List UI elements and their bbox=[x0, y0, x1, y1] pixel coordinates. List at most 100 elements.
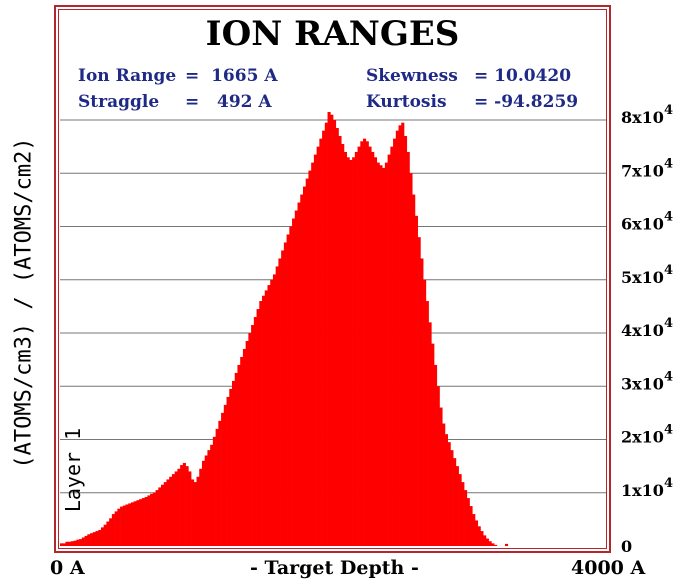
histogram-bar bbox=[188, 471, 192, 546]
histogram-bar bbox=[403, 135, 408, 546]
histogram-bar bbox=[447, 442, 451, 546]
histogram-bar bbox=[139, 499, 143, 546]
y-tick-label: 8x104 bbox=[621, 103, 673, 127]
histogram-bar bbox=[414, 215, 418, 546]
histogram-bar bbox=[130, 502, 135, 546]
histogram-bar bbox=[65, 541, 69, 546]
histogram-bar bbox=[316, 146, 320, 547]
histogram-bar bbox=[223, 404, 227, 546]
histogram-bar bbox=[483, 535, 487, 546]
histogram-bar bbox=[174, 471, 178, 546]
histogram-bar bbox=[464, 490, 468, 546]
histogram-bar bbox=[226, 396, 230, 546]
histogram-bar bbox=[177, 468, 181, 546]
histogram-bar bbox=[324, 122, 328, 546]
histogram-bar bbox=[218, 420, 222, 546]
y-tick-label: 3x104 bbox=[621, 369, 673, 393]
histogram-bar bbox=[371, 151, 375, 546]
histogram-bar bbox=[333, 120, 337, 546]
y-axis-label-text: (ATOMS/cm3) / (ATOMS/cm2) bbox=[11, 136, 37, 469]
histogram-bar bbox=[122, 505, 126, 546]
histogram-bar bbox=[491, 543, 495, 546]
histogram-bar bbox=[319, 138, 323, 546]
histogram-bar bbox=[322, 130, 326, 546]
histogram-bar bbox=[300, 194, 304, 547]
histogram-bar bbox=[267, 285, 271, 546]
chart-frame-outer bbox=[54, 5, 611, 553]
histogram-bar bbox=[390, 146, 394, 547]
histogram-bar bbox=[346, 157, 350, 546]
y-tick-label: 6x104 bbox=[621, 210, 673, 234]
histogram-bar bbox=[376, 162, 380, 546]
histogram-bar bbox=[398, 125, 402, 546]
histogram-bar bbox=[264, 290, 268, 546]
histogram-bar bbox=[199, 468, 203, 546]
histogram-bar bbox=[114, 511, 118, 546]
histogram-bar bbox=[253, 317, 257, 546]
histogram-bar bbox=[210, 444, 214, 546]
histogram-bar bbox=[275, 266, 279, 546]
histogram-bar bbox=[212, 436, 216, 546]
histogram-bar bbox=[401, 122, 405, 546]
histogram-bar bbox=[180, 465, 184, 546]
histogram-bar bbox=[349, 159, 353, 546]
histogram-bar bbox=[504, 543, 509, 546]
histogram-bar bbox=[231, 380, 236, 546]
histogram-bar bbox=[302, 186, 307, 546]
histogram-bar bbox=[92, 532, 96, 546]
histogram-bar bbox=[466, 498, 470, 546]
histogram-bar bbox=[68, 541, 72, 546]
skewness-value: = 10.0420 bbox=[474, 66, 572, 86]
histogram-bar bbox=[453, 458, 457, 546]
layer-annotation: Layer 1 bbox=[58, 410, 88, 530]
chart-frame-inner bbox=[58, 9, 607, 549]
histogram-bar bbox=[234, 372, 238, 546]
histogram-bar bbox=[352, 157, 356, 546]
histogram-bar bbox=[62, 543, 66, 546]
histogram-bar bbox=[169, 476, 173, 546]
histogram-bar bbox=[379, 165, 383, 546]
histogram-bar bbox=[431, 343, 435, 546]
histogram-bar bbox=[120, 506, 124, 546]
y-tick-label: 1x104 bbox=[621, 476, 673, 500]
histogram-bar bbox=[450, 450, 454, 546]
histogram-bar bbox=[442, 423, 446, 546]
histogram-bar bbox=[152, 492, 156, 546]
histogram-bar bbox=[125, 504, 129, 546]
histogram-bar bbox=[79, 539, 83, 546]
histogram-bar bbox=[485, 538, 489, 546]
histogram-bar bbox=[117, 508, 121, 546]
histogram-bar bbox=[259, 301, 263, 546]
histogram-bar bbox=[144, 497, 148, 546]
histogram-bar bbox=[387, 154, 391, 547]
histogram-bar bbox=[270, 279, 274, 546]
histogram-bar bbox=[335, 127, 339, 547]
histogram-bar bbox=[281, 250, 285, 546]
histogram-bar bbox=[477, 526, 481, 546]
histogram-bar bbox=[221, 412, 225, 547]
x-max-label: 4000 A bbox=[571, 557, 646, 579]
histogram-bar bbox=[87, 534, 91, 546]
histogram-bar bbox=[395, 130, 399, 546]
histogram-bar bbox=[161, 484, 165, 546]
histogram-bar bbox=[73, 540, 77, 546]
histogram-bar bbox=[81, 537, 85, 546]
histogram-bar bbox=[185, 466, 189, 547]
histogram-bar bbox=[128, 503, 132, 546]
histogram-bar bbox=[95, 531, 99, 546]
histogram-bar bbox=[458, 474, 462, 546]
histogram-bar bbox=[98, 530, 102, 546]
histogram-bar bbox=[393, 138, 397, 546]
histogram-bar bbox=[76, 539, 80, 546]
histogram-bar bbox=[191, 479, 195, 546]
histogram-bar bbox=[313, 154, 317, 547]
histogram-bar bbox=[166, 479, 170, 546]
histogram-bar bbox=[229, 388, 233, 546]
histogram-bar bbox=[286, 234, 290, 547]
straggle-value: = 492 A bbox=[185, 92, 272, 112]
kurtosis-label: Kurtosis bbox=[366, 92, 447, 112]
histogram-bar bbox=[278, 258, 282, 546]
histogram-bar bbox=[412, 194, 416, 547]
histogram-bar bbox=[330, 114, 334, 547]
skewness-label: Skewness bbox=[366, 66, 458, 86]
